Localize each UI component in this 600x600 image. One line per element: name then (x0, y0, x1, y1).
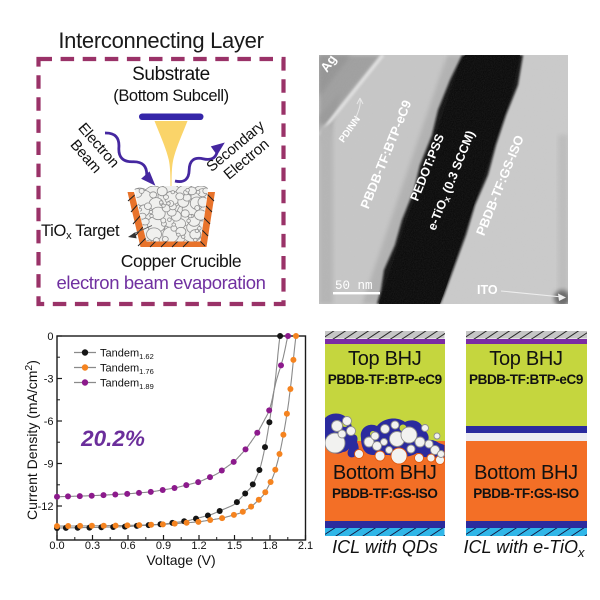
svg-text:Current Density (mA/cm2): Current Density (mA/cm2) (23, 360, 40, 520)
svg-text:20.2%: 20.2% (80, 426, 145, 451)
svg-text:0.9: 0.9 (156, 540, 171, 552)
svg-text:-3: -3 (44, 374, 54, 386)
svg-text:Tandem1.62: Tandem1.62 (100, 347, 154, 361)
svg-text:-9: -9 (44, 459, 54, 471)
svg-text:1.2: 1.2 (191, 540, 206, 552)
svg-text:Voltage (V): Voltage (V) (146, 552, 215, 568)
svg-text:Tandem1.76: Tandem1.76 (100, 362, 154, 376)
svg-text:0.3: 0.3 (85, 540, 100, 552)
svg-text:Tandem1.89: Tandem1.89 (100, 377, 154, 391)
svg-text:1.8: 1.8 (262, 540, 277, 552)
svg-text:2.1: 2.1 (298, 540, 313, 552)
svg-text:-6: -6 (44, 416, 54, 428)
svg-text:0: 0 (47, 331, 53, 343)
svg-text:-12: -12 (38, 501, 54, 513)
svg-text:1.5: 1.5 (227, 540, 242, 552)
svg-text:50 nm: 50 nm (335, 279, 373, 293)
svg-text:0.0: 0.0 (49, 540, 64, 552)
svg-text:0.6: 0.6 (120, 540, 135, 552)
svg-text:ITO: ITO (477, 283, 498, 297)
